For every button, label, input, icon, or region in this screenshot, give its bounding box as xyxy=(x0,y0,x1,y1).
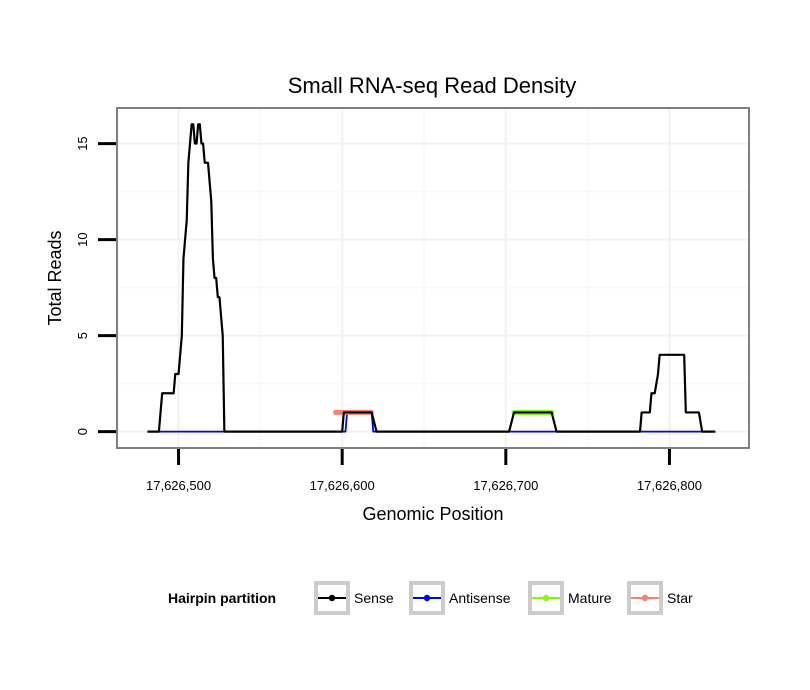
legend-label-star: Star xyxy=(667,590,693,606)
legend-entry-antisense: Antisense xyxy=(409,581,511,615)
plot-panel-border xyxy=(116,107,750,449)
chart-title: Small RNA-seq Read Density xyxy=(288,73,577,98)
x-axis-ticks: 17,626,500 17,626,600 17,626,700 17,626,800 xyxy=(146,449,702,493)
plot-series xyxy=(147,123,716,433)
grid xyxy=(118,109,748,447)
legend-label-sense: Sense xyxy=(354,590,394,606)
y-axis-title: Total Reads xyxy=(45,230,65,325)
y-tick-label: 0 xyxy=(75,428,90,435)
series-sense-line xyxy=(147,123,716,433)
y-tick-label: 10 xyxy=(75,232,90,246)
legend-key-point xyxy=(641,594,649,602)
x-tick-label: 17,626,600 xyxy=(310,478,375,493)
legend-key-point xyxy=(423,594,431,602)
legend-entry-sense: Sense xyxy=(314,581,394,615)
legend-key-point xyxy=(328,594,336,602)
legend-key-point xyxy=(542,594,550,602)
x-tick-label: 17,626,700 xyxy=(473,478,538,493)
y-tick-label: 5 xyxy=(75,332,90,339)
legend-entry-mature: Mature xyxy=(528,581,612,615)
legend-label-mature: Mature xyxy=(568,590,612,606)
legend-label-antisense: Antisense xyxy=(449,590,511,606)
legend: Hairpin partition Sense Antisense Mature St… xyxy=(168,581,693,615)
legend-entry-star: Star xyxy=(627,581,693,615)
legend-title: Hairpin partition xyxy=(168,590,276,606)
x-tick-label: 17,626,500 xyxy=(146,478,211,493)
y-axis-ticks: 0 5 10 15 xyxy=(75,136,116,435)
x-tick-label: 17,626,800 xyxy=(637,478,702,493)
y-tick-label: 15 xyxy=(75,136,90,150)
x-axis-title: Genomic Position xyxy=(362,504,503,524)
